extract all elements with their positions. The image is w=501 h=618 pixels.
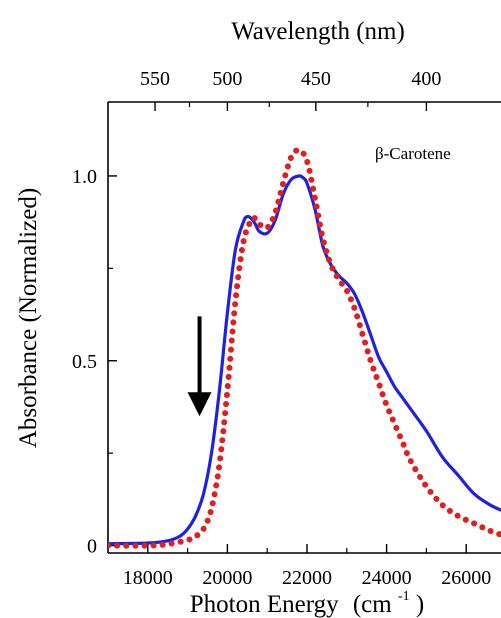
x-tick-label: 22000 bbox=[282, 567, 332, 589]
y-axis-title: Absorbance (Normalized) bbox=[15, 188, 42, 448]
x-axis-ticks: 18000 20000 22000 24000 26000 bbox=[123, 544, 491, 589]
top-axis-ticks: 550 500 450 400 bbox=[140, 68, 441, 111]
x-axis-title-unit-close: ) bbox=[416, 591, 424, 618]
x-axis-title-unit-superscript: -1 bbox=[398, 589, 410, 604]
y-tick-label: 1.0 bbox=[72, 166, 97, 188]
top-tick-label: 500 bbox=[212, 68, 242, 90]
series-line-solid bbox=[108, 174, 501, 546]
y-tick-label: 0.5 bbox=[72, 351, 97, 373]
plot-frame bbox=[107, 101, 501, 554]
y-axis-ticks: 0 0.5 1.0 bbox=[72, 166, 117, 558]
x-axis-title: Photon Energy (cm -1 ) bbox=[190, 579, 424, 618]
x-tick-label: 20000 bbox=[202, 567, 252, 589]
x-axis-title-unit: (cm bbox=[353, 591, 392, 618]
x-tick-label: 26000 bbox=[441, 567, 491, 589]
arrow-head bbox=[187, 392, 212, 417]
top-tick-label: 400 bbox=[411, 68, 441, 90]
top-tick-label: 450 bbox=[301, 68, 331, 90]
series-group bbox=[108, 146, 501, 549]
x-tick-label: 24000 bbox=[362, 567, 412, 589]
x-axis-title-main: Photon Energy bbox=[190, 591, 339, 618]
top-tick-label: 550 bbox=[140, 68, 170, 90]
x-tick-label: 18000 bbox=[123, 567, 173, 589]
down-arrow-icon bbox=[187, 316, 212, 417]
compound-annotation: β-Carotene bbox=[375, 144, 451, 163]
top-axis-title: Wavelength (nm) bbox=[231, 18, 405, 45]
series-line-dotted bbox=[108, 146, 501, 549]
y-tick-label: 0 bbox=[87, 536, 97, 558]
